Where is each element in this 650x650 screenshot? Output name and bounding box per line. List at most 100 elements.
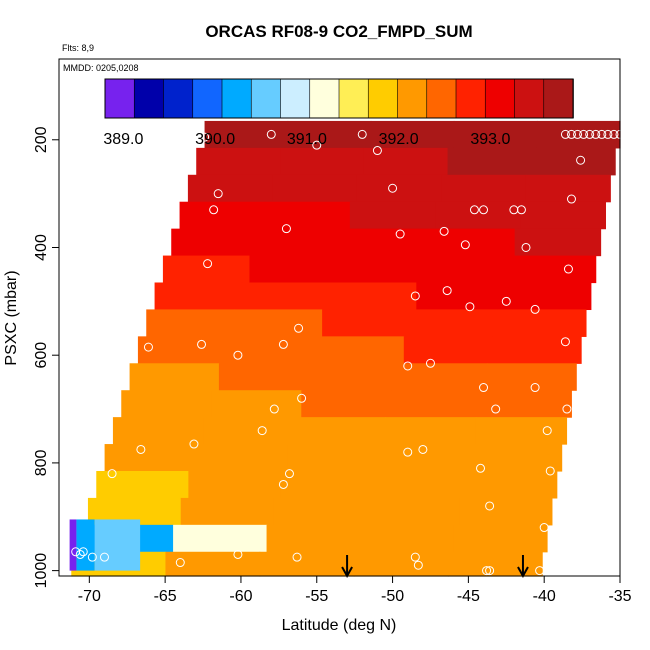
data-point	[413, 560, 423, 570]
data-point	[465, 302, 475, 312]
heatmap-cell	[503, 282, 592, 311]
data-point	[418, 444, 428, 454]
heatmap-cell	[447, 147, 532, 176]
heatmap-cell	[336, 255, 424, 284]
heatmap-cell	[187, 174, 273, 203]
colorbar-swatch	[163, 78, 194, 119]
heatmap-cell	[129, 363, 220, 391]
heatmap-cell	[447, 551, 543, 577]
data-point	[530, 304, 540, 314]
heatmap-cell	[322, 309, 411, 337]
data-point	[442, 286, 452, 296]
heatmap-cell	[195, 444, 288, 472]
y-tick-label: 1000	[33, 553, 50, 589]
heatmap-cell	[486, 363, 577, 391]
heatmap-cell	[137, 336, 228, 364]
heatmap-cell	[509, 255, 597, 284]
data-point	[485, 566, 495, 576]
heatmap-cell	[112, 417, 205, 445]
heatmap-cell	[363, 147, 449, 176]
data-point	[479, 383, 489, 393]
data-point	[535, 566, 545, 576]
heatmap-cell	[94, 519, 141, 571]
colorbar-swatch	[514, 78, 545, 119]
data-point	[566, 194, 576, 204]
heatmap-cell	[349, 201, 436, 230]
data-point	[233, 549, 243, 559]
heatmap-cell	[218, 363, 309, 391]
data-point	[213, 189, 223, 199]
data-point	[116, 162, 126, 172]
data-point	[579, 129, 589, 139]
y-tick-label: 800	[33, 449, 50, 476]
heatmap-cell	[69, 519, 77, 571]
heatmap-cell	[459, 497, 553, 526]
heatmap-cell	[372, 470, 466, 499]
data-point	[297, 393, 307, 403]
data-point	[530, 383, 540, 393]
data-point	[410, 552, 420, 562]
colorbar-tick-label: 390.0	[195, 131, 235, 148]
data-point	[591, 129, 601, 139]
x-tick-label: -70	[78, 588, 101, 605]
heatmap-cell	[520, 201, 606, 230]
heatmap-cell	[264, 201, 351, 230]
data-point	[72, 444, 82, 454]
data-point	[75, 549, 85, 559]
data-point	[539, 523, 549, 533]
data-point	[542, 426, 552, 436]
data-point	[99, 552, 109, 562]
heatmap-cell	[329, 282, 417, 311]
heatmap-cell	[104, 444, 197, 472]
heatmap-cell	[428, 228, 516, 257]
x-tick-label: -45	[457, 588, 480, 605]
y-tick-label: 400	[33, 234, 50, 261]
x-tick-label: -60	[229, 588, 252, 605]
heatmap-cell	[173, 524, 268, 553]
data-point	[80, 337, 90, 347]
data-point	[460, 240, 470, 250]
data-point	[133, 259, 143, 269]
data-point	[410, 291, 420, 301]
data-point	[78, 547, 88, 557]
heatmap-cell	[342, 228, 430, 257]
y-tick-label: 600	[33, 342, 50, 369]
data-point	[597, 129, 607, 139]
heatmap-cell	[171, 228, 258, 257]
data-point	[81, 466, 91, 476]
heatmap-cell	[308, 363, 399, 391]
data-point	[485, 501, 495, 511]
data-point	[257, 426, 267, 436]
heatmap-cell	[441, 174, 527, 203]
data-point	[425, 358, 435, 368]
heatmap-cell	[121, 390, 212, 418]
data-point	[143, 342, 153, 352]
heatmap-cell	[211, 390, 302, 418]
data-point	[203, 259, 213, 269]
colorbar-ticks: 389.0 390.0 391.0 392.0 393.0	[103, 131, 510, 148]
colorbar-swatch	[338, 78, 370, 119]
x-tick-label: -35	[608, 588, 631, 605]
colorbar-swatch	[250, 78, 282, 119]
colorbar-tick-label: 389.0	[103, 131, 143, 148]
heatmap-cell	[416, 282, 505, 311]
data-point	[163, 205, 173, 215]
data-point	[90, 226, 100, 236]
y-tick-label: 200	[33, 126, 50, 153]
heatmap-cell	[356, 174, 442, 203]
data-point	[269, 404, 279, 414]
data-point	[209, 205, 219, 215]
data-point	[278, 479, 288, 489]
heatmap-cell	[266, 524, 361, 553]
data-point	[573, 129, 583, 139]
data-point	[136, 444, 146, 454]
colorbar-swatch	[104, 78, 136, 119]
data-point	[266, 129, 276, 139]
heatmap-cell	[514, 228, 602, 257]
chart-title: ORCAS RF08-9 CO2_FMPD_SUM	[205, 22, 472, 41]
colorbar-swatches	[104, 78, 574, 119]
colorbar-swatch	[133, 78, 165, 119]
data-point	[189, 439, 199, 449]
heatmap-cell	[179, 201, 266, 230]
heatmap-cell	[203, 417, 295, 445]
